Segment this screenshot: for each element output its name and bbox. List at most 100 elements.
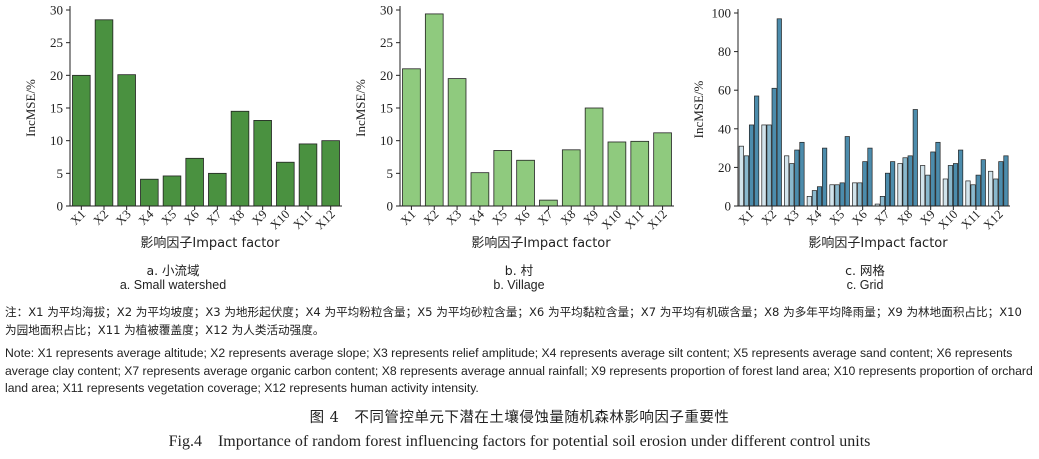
bar-x1: [402, 68, 421, 207]
bar-x10: [607, 141, 627, 207]
x-tick-label-x7: X7: [535, 207, 556, 228]
y-tick-label: 15: [380, 101, 393, 116]
bar-x11: [630, 140, 650, 207]
y-tick-label: 80: [718, 44, 731, 59]
y-tick-label: 0: [57, 199, 64, 214]
y-tick-label: 20: [380, 68, 393, 83]
bar-x5-series-2: [834, 184, 840, 207]
bar-x4: [140, 178, 159, 207]
x-tick-label-x11: X11: [622, 207, 647, 232]
x-tick-label-x1: X1: [736, 207, 757, 228]
x-tick-label-x8: X8: [226, 207, 247, 228]
bar-x3-series-1: [784, 155, 790, 207]
x-tick-label-x3: X3: [443, 207, 464, 228]
bar-x7: [208, 172, 227, 207]
x-tick-label-x2: X2: [758, 207, 779, 228]
bar-x12-series-1: [988, 170, 994, 207]
bar-x4-series-1: [806, 196, 812, 207]
bar-x8-series-1: [897, 163, 903, 207]
x-tick-label-x9: X9: [917, 207, 938, 228]
bar-x6: [185, 157, 204, 207]
y-tick-label: 100: [712, 6, 732, 21]
bar-x9-series-2: [925, 174, 931, 207]
y-tick-label: 40: [718, 121, 731, 136]
bar-x1-series-1: [738, 145, 744, 207]
bar-x9-series-1: [920, 165, 926, 207]
bar-x9: [584, 107, 604, 207]
bar-x8: [561, 149, 581, 207]
bar-x10-series-1: [942, 178, 948, 207]
bar-x4-series-3: [816, 186, 823, 207]
bar-x6: [516, 159, 535, 207]
subtitle-cn-grid: c. 网格: [845, 263, 885, 278]
x-tick-label-x7: X7: [204, 207, 225, 228]
x-tick-label-x10: X10: [599, 207, 624, 232]
bar-x9-series-4: [935, 141, 941, 207]
chart-panel-grid: 0 20 40 60 80 100 X1 X2 X3 X4 X5 X6 X7 X8 X9 X10 X11 X12 I…: [691, 0, 1038, 300]
x-tick-label-x2: X2: [90, 207, 111, 228]
bar-x3-series-4: [799, 141, 805, 207]
x-tick-label-x3: X3: [781, 207, 802, 228]
y-tick-label: 20: [718, 160, 731, 175]
subtitle-en-village: b. Village: [493, 278, 545, 292]
y-tick-label: 60: [718, 83, 731, 98]
x-tick-label-x8: X8: [894, 207, 915, 228]
x-tick-label-x5: X5: [158, 207, 179, 228]
bar-x2: [94, 19, 114, 207]
x-tick-label-x9: X9: [580, 207, 601, 228]
chart-panel-small-watershed: 0 5 10 15 20 25 30 X1 X2 X3 X4 X5 X6 X7 X8 X9 X10 X11 X12 I…: [0, 0, 346, 300]
y-tick-label: 0: [725, 199, 732, 214]
bar-x5-series-3: [839, 182, 845, 207]
bar-x5-series-1: [829, 184, 835, 207]
y-tick-label: 25: [380, 35, 393, 50]
x-tick-label-x11: X11: [290, 207, 315, 232]
bar-x11-series-1: [965, 180, 971, 207]
bar-x4: [470, 172, 490, 207]
bar-x5: [162, 175, 182, 207]
bar-x2: [424, 13, 444, 207]
bar-x10-series-3: [952, 163, 959, 207]
bar-x11: [298, 143, 318, 207]
figure-caption-en: Fig.4 Importance of random forest influe…: [168, 433, 871, 450]
x-tick-label-x9: X9: [249, 207, 270, 228]
x-tick-label-x12: X12: [645, 207, 670, 232]
y-axis-title-grid: IncMSE/%: [691, 80, 706, 138]
subtitle-cn-small-watershed: a. 小流域: [146, 263, 200, 278]
bar-x12: [653, 132, 672, 207]
x-tick-label-x6: X6: [849, 207, 870, 228]
bar-x4-series-4: [822, 147, 828, 207]
x-axis-title-village: 影响因子Impact factor: [471, 235, 611, 251]
y-tick-label: 20: [50, 68, 63, 83]
x-axis-title-grid: 影响因子Impact factor: [808, 235, 948, 251]
bar-x10: [276, 161, 295, 207]
y-tick-label: 15: [50, 101, 63, 116]
y-tick-label: 5: [57, 166, 64, 181]
y-axis-title-village: IncMSE/%: [353, 79, 368, 137]
bar-x7: [539, 199, 558, 207]
x-axis-title-small-watershed: 影响因子Impact factor: [140, 235, 280, 251]
bar-x9: [253, 120, 272, 207]
bar-x6-series-4: [867, 147, 873, 207]
bar-x7-series-3: [884, 172, 891, 207]
bar-x6-series-1: [852, 182, 858, 207]
bar-x12-series-3: [998, 161, 1004, 207]
bar-x6-series-2: [857, 182, 863, 207]
bar-x9-series-3: [930, 151, 936, 207]
x-tick-label-x7: X7: [872, 207, 893, 228]
y-axis-title-small-watershed: IncMSE/%: [23, 79, 38, 137]
bar-x5: [493, 150, 513, 207]
y-tick-label: 0: [387, 199, 394, 214]
bar-x3: [117, 74, 136, 207]
bar-x10-series-4: [958, 149, 964, 207]
x-tick-label-x2: X2: [421, 207, 442, 228]
bar-x3-series-3: [794, 149, 800, 207]
bar-x2-series-1: [761, 124, 767, 207]
figure-caption-cn: 图 4 不同管控单元下潜在土壤侵蚀量随机森林影响因子重要性: [309, 410, 730, 426]
x-tick-label-x4: X4: [804, 207, 825, 228]
bar-x12-series-4: [1003, 155, 1009, 207]
bar-x2-series-2: [766, 124, 772, 207]
figure-note-cn: 注：X1 为平均海拔；X2 为平均坡度；X3 为地形起伏度；X4 为平均粉粒含量…: [5, 305, 1022, 337]
bar-x1-series-4: [754, 95, 760, 207]
